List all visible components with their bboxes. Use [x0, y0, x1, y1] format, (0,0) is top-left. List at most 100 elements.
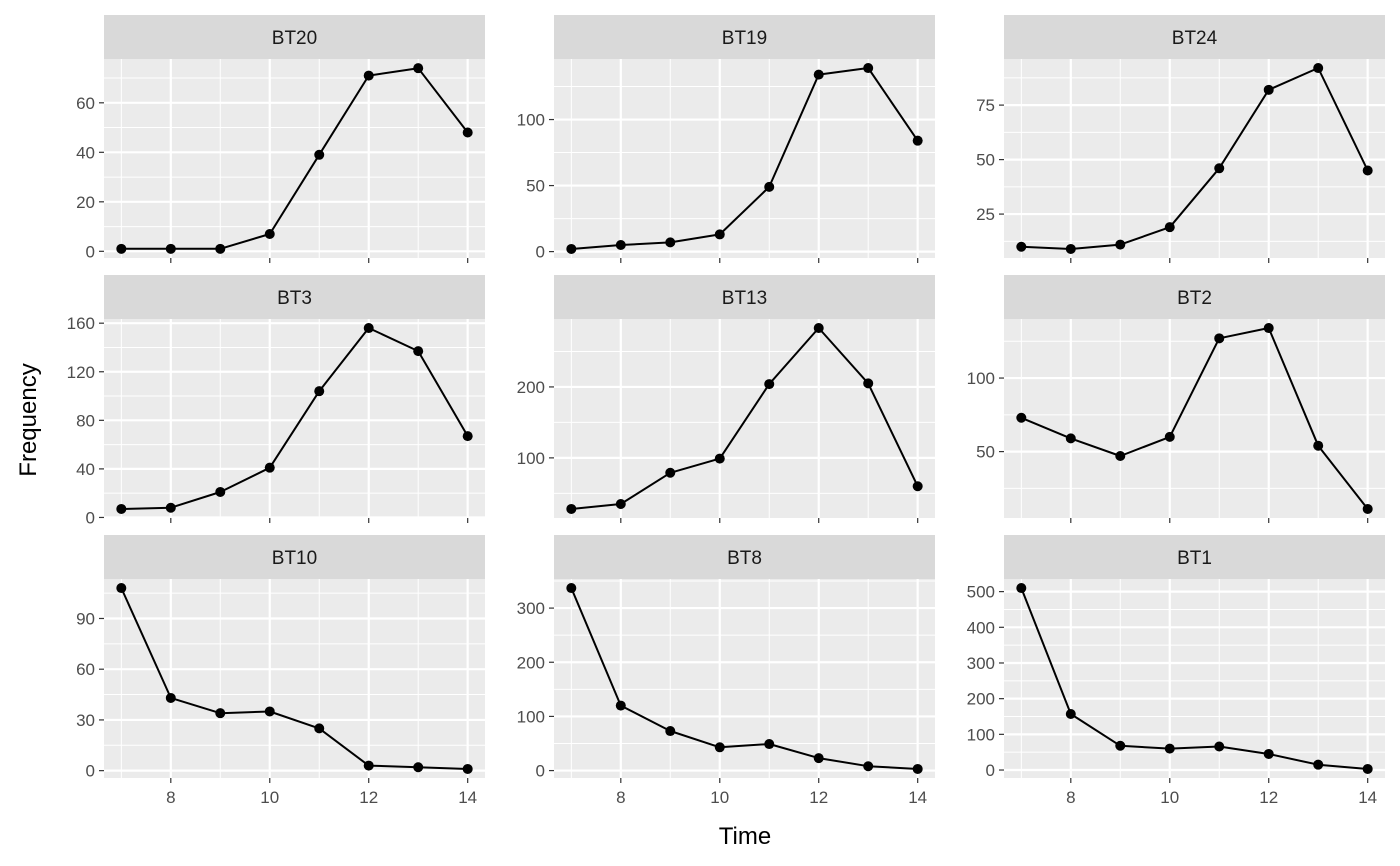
- panel-background: [554, 59, 935, 258]
- data-point: [1313, 63, 1324, 74]
- data-point: [1016, 583, 1027, 594]
- facet-strip: [1004, 535, 1385, 579]
- facet-strip: [1004, 275, 1385, 319]
- facet-strip-label: BT13: [722, 288, 767, 309]
- y-tick-label: 0: [536, 762, 545, 781]
- data-point: [1313, 440, 1324, 451]
- data-point: [462, 763, 473, 774]
- data-point: [863, 63, 874, 74]
- data-point: [714, 742, 725, 753]
- data-point: [264, 462, 275, 473]
- data-point: [1065, 243, 1076, 254]
- data-point: [264, 228, 275, 239]
- data-point: [1214, 333, 1225, 344]
- facet-strip: [104, 15, 485, 59]
- panel-background: [554, 319, 935, 518]
- data-point: [1362, 503, 1373, 514]
- data-point: [1065, 433, 1076, 444]
- facet-strip-label: BT8: [727, 548, 762, 569]
- y-tick-label: 200: [967, 690, 995, 709]
- facet-panel-bt24: BT24 25 50 75: [976, 15, 1385, 263]
- x-tick-label: 14: [908, 788, 927, 807]
- series-line: [1020, 327, 1369, 510]
- data-point: [863, 761, 874, 772]
- facet-panel-bt10: BT10 0 30 60 90 8 10 12 14: [76, 535, 485, 807]
- facet-panels: BT200204060BT19050100BT24255075BT3040801…: [67, 15, 1385, 807]
- data-point: [615, 498, 626, 509]
- data-point: [1164, 222, 1175, 233]
- x-tick-label: 10: [1160, 788, 1179, 807]
- y-tick-label: 50: [526, 177, 545, 196]
- y-tick-label: 25: [976, 205, 995, 224]
- data-point: [413, 762, 424, 773]
- data-point: [764, 739, 775, 750]
- y-tick-label: 60: [76, 94, 95, 113]
- x-tick-label: 14: [1358, 788, 1377, 807]
- y-tick-label: 0: [86, 242, 95, 261]
- y-tick-label: 0: [986, 761, 995, 780]
- x-tick-label: 12: [359, 788, 378, 807]
- y-tick-label: 200: [517, 378, 545, 397]
- data-point: [615, 700, 626, 711]
- y-tick-label: 500: [967, 583, 995, 602]
- facet-panel-bt2: BT2 50 100: [967, 275, 1385, 523]
- data-point: [413, 346, 424, 357]
- x-tick-label: 10: [710, 788, 729, 807]
- y-tick-label: 90: [76, 609, 95, 628]
- series-line: [121, 327, 469, 510]
- y-tick-label: 300: [517, 599, 545, 618]
- y-tick-label: 50: [976, 443, 995, 462]
- data-point: [714, 453, 725, 464]
- data-point: [363, 760, 374, 771]
- data-point: [1115, 239, 1126, 250]
- x-tick-label: 12: [1259, 788, 1278, 807]
- data-point: [215, 708, 226, 719]
- data-point: [462, 127, 473, 138]
- data-point: [1115, 451, 1126, 462]
- data-point: [314, 723, 325, 734]
- x-tick-label: 12: [809, 788, 828, 807]
- y-tick-label: 0: [536, 243, 545, 262]
- data-point: [314, 386, 325, 397]
- y-tick-label: 80: [76, 411, 95, 430]
- data-point: [264, 706, 275, 717]
- y-axis-title: Frequency: [15, 363, 42, 476]
- facet-strip: [554, 15, 935, 59]
- facet-panel-bt3: BT3 0 40 80 120 160: [67, 275, 485, 527]
- panel-background: [104, 59, 485, 258]
- y-tick-label: 160: [67, 314, 95, 333]
- data-point: [813, 69, 824, 80]
- x-tick-label: 14: [458, 788, 477, 807]
- series-line: [121, 67, 469, 250]
- data-point: [165, 692, 176, 703]
- facet-strip-label: BT24: [1172, 28, 1218, 49]
- data-point: [1263, 748, 1274, 759]
- data-point: [912, 135, 923, 146]
- x-tick-label: 10: [260, 788, 279, 807]
- data-point: [665, 726, 676, 737]
- y-tick-label: 0: [86, 762, 95, 781]
- data-point: [363, 70, 374, 81]
- data-point: [165, 502, 176, 513]
- y-tick-label: 30: [76, 711, 95, 730]
- x-axis-title: Time: [719, 823, 771, 850]
- data-point: [912, 481, 923, 492]
- series-line: [570, 587, 918, 770]
- data-point: [813, 753, 824, 764]
- y-tick-label: 200: [517, 653, 545, 672]
- data-point: [1362, 763, 1373, 774]
- data-point: [665, 467, 676, 478]
- y-tick-label: 300: [967, 654, 995, 673]
- data-point: [462, 431, 473, 442]
- x-tick-label: 8: [616, 788, 625, 807]
- facet-strip-label: BT2: [1177, 288, 1212, 309]
- facet-strip-label: BT3: [277, 288, 312, 309]
- data-point: [1115, 740, 1126, 751]
- data-point: [566, 583, 577, 594]
- facet-strip: [554, 275, 935, 319]
- y-tick-label: 100: [517, 707, 545, 726]
- data-point: [1362, 165, 1373, 176]
- series-line: [571, 327, 919, 510]
- data-point: [215, 486, 226, 497]
- y-tick-label: 60: [76, 660, 95, 679]
